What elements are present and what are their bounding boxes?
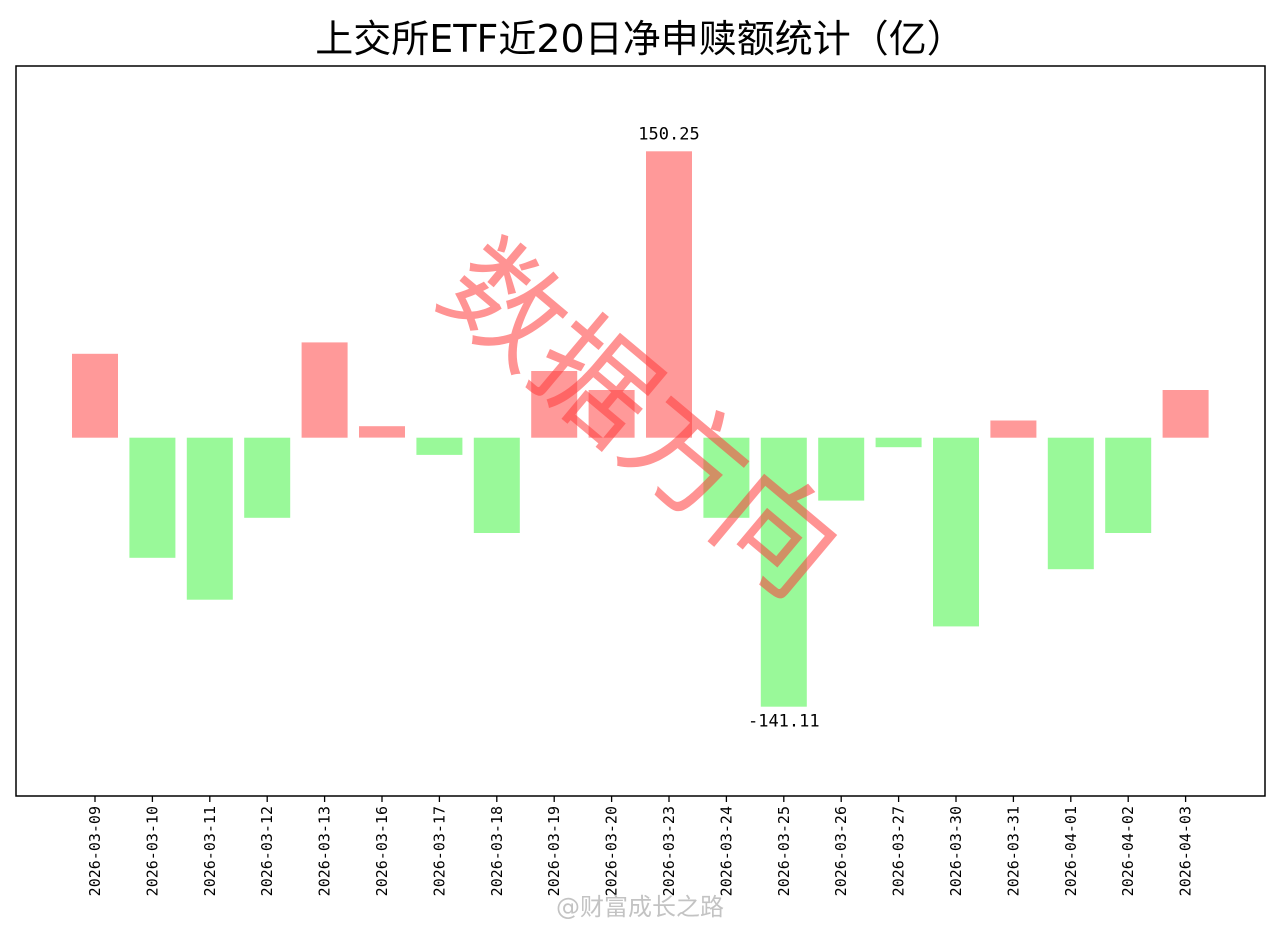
x-tick-label-2026-03-30: 2026-03-30 <box>947 806 965 896</box>
bar-2026-03-27 <box>875 437 922 448</box>
bar-2026-04-03 <box>1162 390 1209 438</box>
bar-2026-03-19 <box>531 371 578 438</box>
watermark: 数据方向 <box>415 215 865 624</box>
data-labels: 150.25 -141.11 <box>638 124 819 731</box>
x-tick-label-2026-03-19: 2026-03-19 <box>545 806 563 896</box>
x-tick-label-2026-03-24: 2026-03-24 <box>717 806 735 896</box>
bar-2026-03-24 <box>703 437 750 518</box>
bar-2026-03-30 <box>933 437 979 627</box>
x-tick-label-2026-03-27: 2026-03-27 <box>890 806 908 896</box>
bar-2026-03-09 <box>72 353 118 438</box>
x-tick-label-2026-03-16: 2026-03-16 <box>373 806 391 896</box>
bar-2026-03-31 <box>990 420 1037 438</box>
x-tick-label-2026-03-17: 2026-03-17 <box>430 806 448 896</box>
bar-2026-03-20 <box>588 390 635 438</box>
x-tick-label-2026-03-09: 2026-03-09 <box>86 806 104 896</box>
plot-frame <box>15 65 1266 797</box>
bars <box>72 151 1209 707</box>
x-tick-label-2026-04-02: 2026-04-02 <box>1119 806 1137 896</box>
x-tick-label-2026-03-25: 2026-03-25 <box>775 806 793 896</box>
bar-2026-04-02 <box>1105 437 1152 533</box>
data-label-2026-03-25: -141.11 <box>748 712 820 732</box>
bar-2026-03-18 <box>473 437 520 533</box>
bar-2026-03-13 <box>301 342 348 438</box>
x-tick-label-2026-03-10: 2026-03-10 <box>143 806 161 896</box>
x-tick-label-2026-03-12: 2026-03-12 <box>258 806 276 896</box>
bar-2026-03-26 <box>818 437 865 501</box>
bar-2026-03-17 <box>416 437 463 455</box>
x-tick-label-2026-03-26: 2026-03-26 <box>832 806 850 896</box>
x-tick-label-2026-03-11: 2026-03-11 <box>201 806 219 896</box>
x-axis-ticks <box>94 796 1187 802</box>
watermark-text: 数据方向 <box>415 215 865 624</box>
bar-2026-03-11 <box>186 437 233 600</box>
x-tick-label-2026-03-23: 2026-03-23 <box>660 806 678 896</box>
bar-2026-04-01 <box>1047 437 1094 570</box>
bar-2026-03-25 <box>760 437 807 707</box>
x-tick-label-2026-03-18: 2026-03-18 <box>488 806 506 896</box>
credit-watermark: @财富成长之路 <box>556 893 724 921</box>
x-tick-label-2026-03-13: 2026-03-13 <box>316 806 334 896</box>
bar-2026-03-10 <box>129 437 176 558</box>
data-label-2026-03-23: 150.25 <box>638 124 699 144</box>
bar-2026-03-12 <box>244 437 291 518</box>
bar-2026-03-23 <box>646 151 692 438</box>
bar-2026-03-16 <box>359 426 405 438</box>
chart-title: 上交所ETF近20日净申赎额统计（亿） <box>315 17 964 61</box>
x-axis-tick-labels: 2026-03-09 2026-03-10 2026-03-11 2026-03-12… <box>86 806 1195 896</box>
x-tick-label-2026-03-31: 2026-03-31 <box>1004 806 1022 896</box>
x-tick-label-2026-04-03: 2026-04-03 <box>1177 806 1195 896</box>
x-tick-label-2026-04-01: 2026-04-01 <box>1062 806 1080 896</box>
x-tick-label-2026-03-20: 2026-03-20 <box>603 806 621 896</box>
